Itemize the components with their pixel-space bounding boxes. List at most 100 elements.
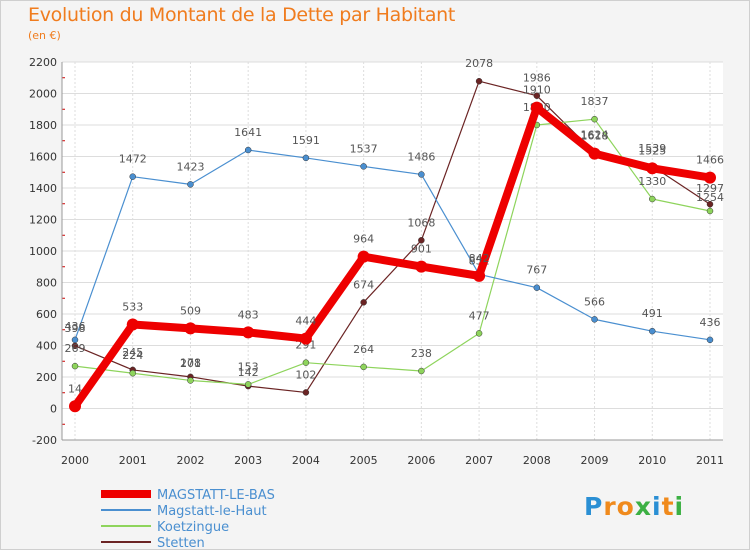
series-point	[357, 250, 370, 263]
y-tick-label: 1200	[29, 214, 57, 227]
x-tick-label: 2007	[465, 454, 493, 467]
x-tick-label: 2003	[234, 454, 262, 467]
data-label: 1618	[581, 130, 609, 143]
data-label: 964	[353, 233, 374, 246]
series-point	[418, 367, 425, 375]
x-tick-label: 2006	[407, 454, 435, 467]
data-label: 142	[238, 366, 259, 379]
series-point	[71, 336, 79, 344]
data-label: 153	[238, 360, 259, 373]
series-point	[475, 330, 483, 337]
data-label: 483	[238, 308, 259, 321]
series-point	[649, 327, 656, 335]
data-label: 1472	[119, 153, 147, 166]
data-label: 1537	[350, 142, 378, 155]
data-label: 1910	[523, 84, 551, 97]
series-point	[646, 162, 659, 175]
logo-letter: r	[603, 492, 617, 521]
series-point	[187, 377, 194, 384]
data-label: 491	[642, 307, 663, 320]
y-tick-label: -200	[32, 434, 57, 447]
series-point	[591, 115, 598, 123]
data-label: 1641	[234, 126, 262, 139]
data-label: 1254	[696, 191, 724, 204]
data-label: 509	[180, 304, 201, 317]
x-tick-label: 2008	[523, 454, 551, 467]
series-point	[187, 181, 194, 188]
y-tick-label: 600	[36, 308, 57, 321]
chart-subtitle: (en €)	[28, 29, 61, 42]
series-point	[129, 369, 136, 377]
series-point	[591, 316, 598, 323]
y-tick-label: 2000	[29, 88, 57, 101]
data-label: 102	[295, 368, 316, 381]
data-label: 674	[353, 278, 374, 291]
y-tick-label: 1800	[29, 119, 57, 132]
legend-label: MAGSTATT-LE-BAS	[157, 488, 275, 503]
data-label: 1591	[292, 134, 320, 147]
series-point	[360, 299, 367, 306]
data-label: 1525	[638, 144, 666, 157]
legend-label: Stetten	[157, 536, 205, 549]
series-point	[415, 260, 428, 273]
data-label: 1837	[581, 95, 609, 108]
logo-letter: t	[661, 492, 675, 521]
y-tick-label: 1400	[29, 182, 57, 195]
series-point	[302, 154, 310, 162]
data-label: 238	[411, 347, 432, 360]
data-label: 533	[122, 301, 143, 314]
data-label: 1539	[638, 142, 666, 155]
series-point	[533, 92, 541, 99]
data-label: 1297	[696, 182, 724, 195]
y-tick-label: 0	[50, 403, 57, 416]
series-point	[69, 400, 81, 413]
logo-letter: i	[652, 492, 662, 521]
series-point	[649, 195, 656, 203]
series-point	[418, 171, 425, 178]
y-tick-label: 400	[36, 340, 57, 353]
series-point	[302, 359, 310, 366]
data-label: 767	[526, 264, 547, 277]
series-point	[533, 284, 541, 291]
y-tick-label: 1000	[29, 245, 57, 258]
data-label: 901	[411, 243, 432, 256]
data-label: 1466	[696, 154, 724, 167]
x-tick-label: 2002	[176, 454, 204, 467]
series-point	[126, 318, 139, 331]
series-point	[418, 237, 425, 244]
data-label: 1986	[523, 72, 551, 85]
series-point	[299, 332, 312, 345]
y-tick-label: 200	[36, 371, 57, 384]
data-label: 2078	[465, 57, 493, 70]
series-point	[588, 147, 601, 160]
y-tick-label: 2200	[29, 56, 57, 69]
logo-letter: i	[674, 492, 685, 521]
y-tick-label: 1600	[29, 151, 57, 164]
legend-label: Koetzingue	[157, 520, 229, 535]
x-tick-label: 2011	[696, 454, 724, 467]
x-tick-label: 2010	[638, 454, 666, 467]
series-line	[74, 149, 711, 341]
series-point	[129, 173, 136, 180]
chart-title: Evolution du Montant de la Dette par Hab…	[28, 4, 456, 26]
data-label: 566	[584, 295, 605, 308]
series-point	[473, 269, 486, 282]
data-label: 1423	[176, 160, 204, 173]
series-point	[530, 101, 543, 114]
data-label: 264	[353, 343, 374, 356]
series-line	[71, 103, 714, 411]
series-point	[706, 200, 714, 208]
series-point	[242, 326, 255, 339]
data-label: 14	[68, 382, 82, 395]
x-tick-label: 2001	[119, 454, 147, 467]
logo-letter: o	[616, 492, 635, 521]
data-label: 178	[180, 356, 201, 369]
x-tick-label: 2000	[61, 454, 89, 467]
legend-label: Magstatt-le-Haut	[157, 504, 267, 519]
series-point	[302, 389, 310, 396]
data-label: 224	[122, 349, 143, 362]
series-point	[704, 171, 716, 184]
series-point	[706, 207, 714, 215]
